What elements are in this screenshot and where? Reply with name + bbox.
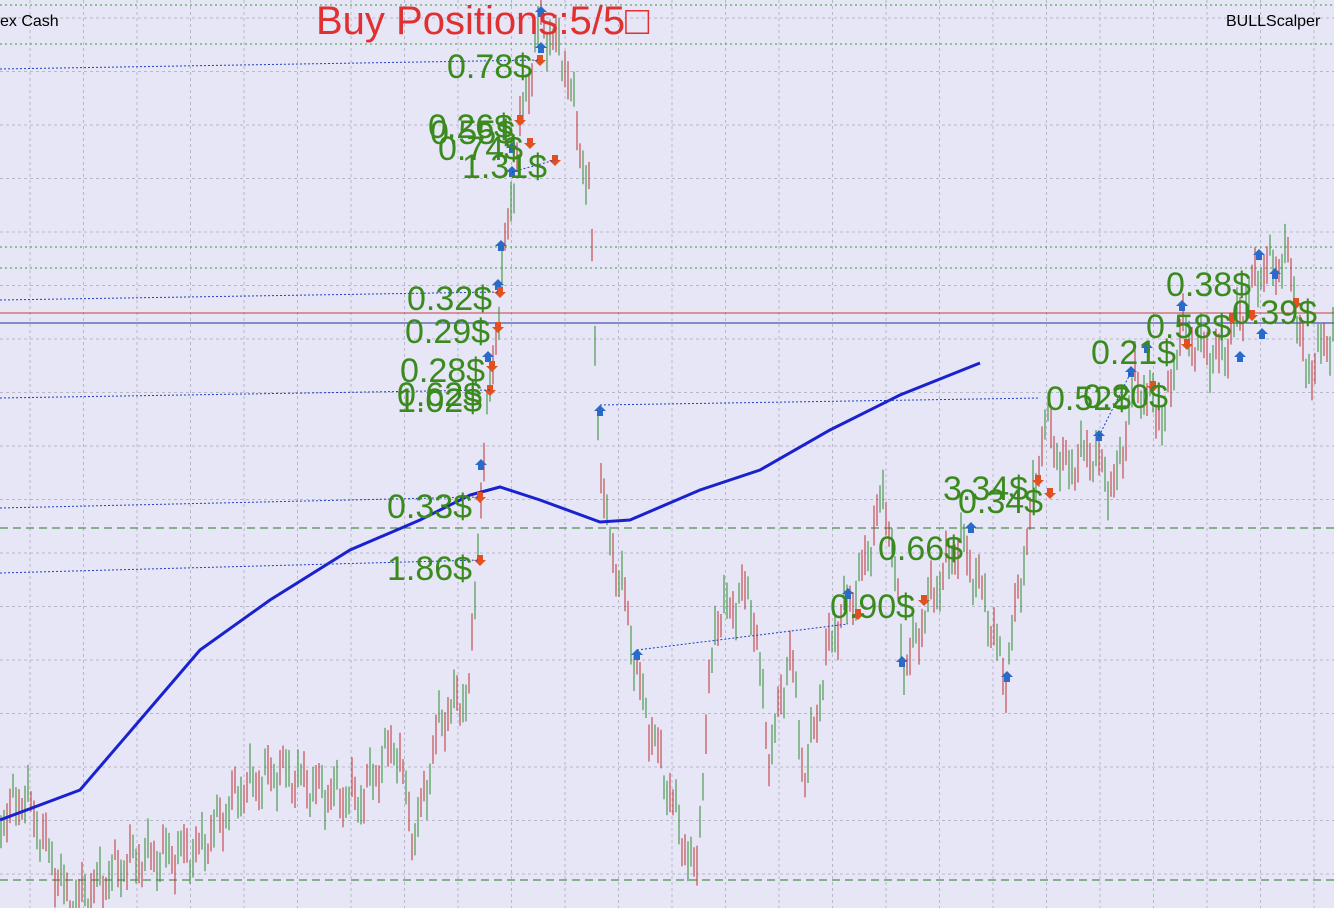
- profit-label: 0.90$: [830, 588, 915, 626]
- symbol: ex Cash: [0, 13, 59, 30]
- buy-arrow: [1253, 249, 1265, 260]
- trade-link: [511, 159, 556, 173]
- buy-arrow: [1001, 671, 1013, 682]
- positions-status: Buy Positions:5/5□: [316, 0, 649, 43]
- profit-label: 0.78$: [447, 48, 532, 86]
- profit-label: 1.86$: [387, 550, 472, 588]
- level-lines: [0, 4, 1334, 881]
- profit-label: 0.52$: [1046, 380, 1131, 418]
- profit-label: 0.26$: [428, 108, 513, 146]
- buy-arrow: [475, 459, 487, 470]
- buy-arrow: [896, 656, 908, 667]
- buy-arrow: [594, 405, 606, 416]
- sell-arrow: [1147, 381, 1159, 392]
- trade-link: [0, 389, 491, 399]
- buy-arrow: [482, 351, 494, 362]
- buy-arrow: [965, 522, 977, 533]
- expert-name: BULLScalper: [1226, 13, 1321, 30]
- profit-label: 0.62$: [397, 376, 482, 414]
- sell-arrow: [1226, 313, 1238, 324]
- profit-labels: 0.78$ 0.26$0.55$0.74$1.31$ 0.32$0.29$0.28$…: [387, 48, 1317, 626]
- sell-arrow: [1032, 475, 1044, 486]
- sell-arrow: [494, 287, 506, 298]
- profit-label: 0.32$: [407, 280, 492, 318]
- buy-arrow: [506, 142, 518, 153]
- moving-average: [0, 361, 981, 822]
- trade-link: [0, 559, 481, 574]
- profit-label: 0.34$: [958, 483, 1043, 521]
- sell-arrow: [1044, 488, 1056, 499]
- trade-markers: [0, 6, 1302, 682]
- buy-arrow: [1256, 328, 1268, 339]
- trade-link: [0, 496, 481, 509]
- profit-label: 3.34$: [943, 470, 1028, 508]
- profit-label: 0.74$: [438, 130, 523, 168]
- trade-link: [599, 397, 1041, 406]
- sell-arrow: [1246, 310, 1258, 321]
- sell-arrow: [1290, 298, 1302, 309]
- sell-arrow: [514, 115, 526, 126]
- buy-arrow: [1269, 268, 1281, 279]
- buy-arrow: [1176, 300, 1188, 311]
- profit-label: 0.28$: [400, 352, 485, 390]
- sell-arrow: [1181, 339, 1193, 350]
- buy-arrow: [535, 6, 547, 17]
- buy-arrow: [631, 649, 643, 660]
- profit-label: 0.39$: [1232, 294, 1317, 332]
- sell-arrow: [486, 361, 498, 372]
- profit-label: 1.31$: [462, 148, 547, 186]
- sell-arrow: [492, 322, 504, 333]
- buy-arrow: [495, 240, 507, 251]
- profit-label: 0.20$: [1083, 378, 1168, 416]
- buy-arrow: [842, 588, 854, 599]
- buy-arrow: [535, 42, 547, 53]
- sell-arrow: [484, 385, 496, 396]
- profit-label: 0.33$: [387, 488, 472, 526]
- trade-link: [636, 623, 849, 651]
- profit-label: 0.58$: [1146, 308, 1231, 346]
- trade-link: [0, 291, 499, 301]
- profit-label: 0.55$: [430, 114, 515, 152]
- buy-arrow: [1141, 342, 1153, 353]
- profit-label: 0.29$: [405, 313, 490, 351]
- buy-arrow: [1125, 366, 1137, 377]
- profit-label: 0.21$: [1091, 334, 1176, 372]
- buy-arrow: [1234, 351, 1246, 362]
- sell-arrow: [918, 595, 930, 606]
- profit-label: 0.38$: [1166, 266, 1251, 304]
- sell-arrow: [524, 138, 536, 149]
- sell-arrow: [852, 609, 864, 620]
- profit-label: 1.02$: [397, 382, 482, 420]
- profit-label: 0.66$: [878, 530, 963, 568]
